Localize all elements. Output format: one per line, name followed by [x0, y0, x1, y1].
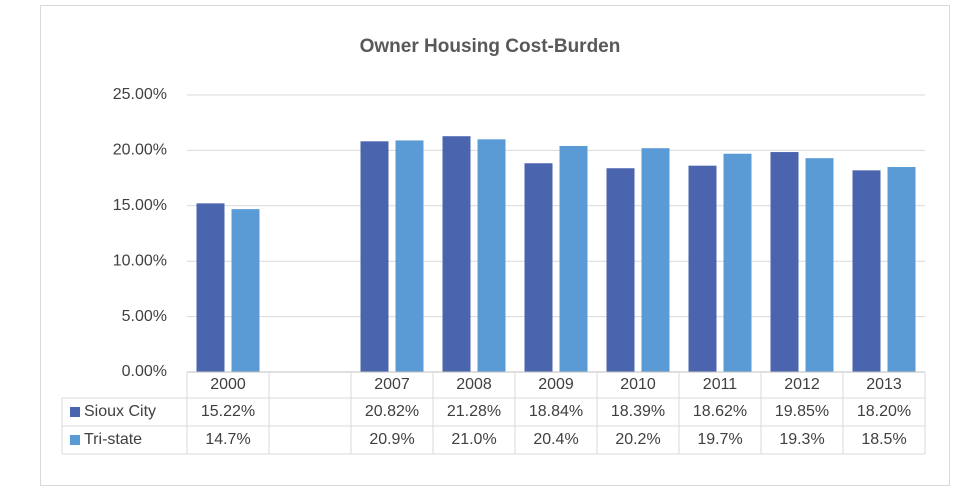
x-tick-label: 2000	[210, 376, 246, 393]
legend-label: Sioux City	[84, 403, 156, 420]
table-cell: 20.2%	[615, 431, 660, 448]
bar	[231, 209, 260, 372]
x-tick-label: 2008	[456, 376, 492, 393]
table-cell: 21.0%	[451, 431, 496, 448]
x-tick-label: 2011	[703, 376, 738, 393]
table-cell: 19.7%	[697, 431, 742, 448]
bar	[887, 167, 916, 372]
y-tick-label: 0.00%	[122, 363, 167, 380]
table-cell: 18.20%	[857, 403, 911, 420]
table-cell: 20.9%	[369, 431, 414, 448]
y-tick-label: 10.00%	[113, 252, 167, 269]
legend-label: Tri-state	[84, 431, 142, 448]
table-cell: 18.62%	[693, 403, 747, 420]
bar	[723, 153, 752, 372]
x-tick-label: 2012	[784, 376, 820, 393]
bar	[360, 141, 389, 372]
table-cell: 19.85%	[775, 403, 829, 420]
bar	[395, 140, 424, 372]
y-tick-label: 25.00%	[113, 86, 167, 103]
table-cell: 19.3%	[779, 431, 824, 448]
table-cell: 20.82%	[365, 403, 419, 420]
table-cell: 18.39%	[611, 403, 665, 420]
x-tick-label: 2013	[866, 376, 902, 393]
bar	[442, 136, 471, 372]
table-cell: 18.84%	[529, 403, 583, 420]
legend-swatch	[70, 435, 80, 445]
y-tick-label: 5.00%	[122, 308, 167, 325]
legend-swatch	[70, 407, 80, 417]
chart-title: Owner Housing Cost-Burden	[360, 36, 621, 57]
bar	[805, 158, 834, 372]
bar	[477, 139, 506, 372]
table-cell: 15.22%	[201, 403, 255, 420]
x-tick-label: 2010	[620, 376, 656, 393]
bar	[641, 148, 670, 372]
table-cell: 14.7%	[205, 431, 250, 448]
bar	[688, 165, 717, 372]
table-cell: 20.4%	[533, 431, 578, 448]
table-cell: 18.5%	[861, 431, 906, 448]
bar	[196, 203, 225, 372]
bar	[524, 163, 553, 372]
table-cell: 21.28%	[447, 403, 501, 420]
x-tick-label: 2009	[538, 376, 574, 393]
bar	[852, 170, 881, 372]
bar	[559, 145, 588, 372]
x-tick-label: 2007	[374, 376, 410, 393]
bar	[606, 168, 635, 372]
bar	[770, 152, 799, 372]
y-tick-label: 20.00%	[113, 142, 167, 159]
y-tick-label: 15.00%	[113, 197, 167, 214]
